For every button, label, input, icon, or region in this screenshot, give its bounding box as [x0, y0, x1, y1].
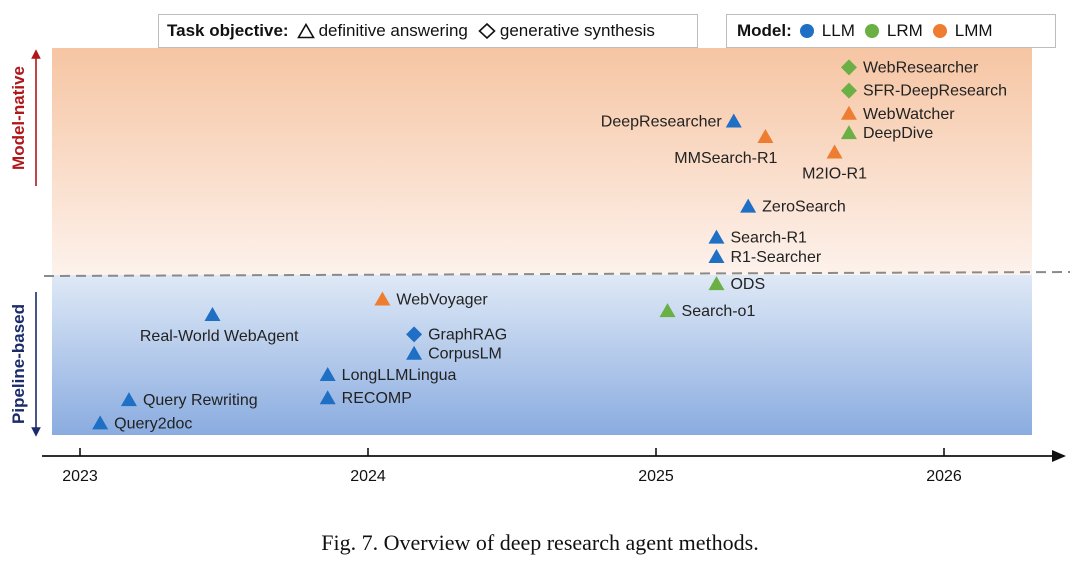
chart: Model-native Pipeline-based 2023 2024 2025… [9, 48, 1071, 485]
point-corpuslm [406, 345, 423, 360]
y-label-lower: Pipeline-based [9, 304, 28, 424]
divider-line [43, 271, 1071, 277]
legend-label-llm: LLM [821, 21, 855, 40]
lower-band [52, 275, 1032, 435]
point-label-deepdive: DeepDive [863, 125, 933, 142]
point-webwatcher [840, 105, 857, 120]
point-zerosearch [740, 198, 757, 213]
point-label-zerosearch: ZeroSearch [762, 199, 846, 216]
point-label-webresearcher: WebResearcher [863, 59, 979, 76]
legend-label-lrm: LRM [886, 21, 923, 40]
point-label-real-world-webagent: Real-World WebAgent [140, 328, 299, 345]
point-label-webwatcher: WebWatcher [863, 106, 955, 123]
point-label-webvoyager: WebVoyager [396, 292, 488, 309]
point-label-corpuslm: CorpusLM [428, 346, 502, 363]
x-axis-arrowhead [1052, 450, 1066, 462]
point-label-ods: ODS [730, 276, 765, 293]
x-tick-label-2026: 2026 [926, 468, 962, 485]
point-label-recomp: RECOMP [342, 390, 412, 407]
point-ods [708, 276, 725, 291]
lrm-dot-icon [864, 24, 879, 38]
lmm-dot-icon [932, 24, 947, 38]
point-graphrag [406, 326, 423, 343]
point-search-r1 [708, 229, 725, 244]
legend-label-lmm: LMM [954, 21, 993, 40]
legend-item-lrm: LRM [864, 21, 923, 41]
model-legend: Model: LLM LRM LMM [726, 14, 1056, 48]
point-mmsearch-r1 [757, 129, 774, 144]
llm-dot-icon [799, 24, 814, 38]
point-label-search-o1: Search-o1 [682, 303, 756, 320]
point-real-world-webagent [204, 307, 221, 322]
point-label-query2doc: Query2doc [114, 415, 192, 432]
legend-label-diamond: generative synthesis [499, 21, 655, 40]
upper-band [52, 48, 1032, 275]
point-longllmlingua [319, 367, 336, 382]
point-deepresearcher [725, 113, 742, 128]
legend-item-lmm: LMM [932, 21, 993, 41]
legend-label-triangle: definitive answering [318, 21, 468, 40]
x-tick-label-2023: 2023 [62, 468, 98, 485]
point-label-query-rewriting: Query Rewriting [143, 392, 258, 409]
point-recomp [319, 390, 336, 405]
task-objective-legend: Task objective: definitive answering gen… [158, 14, 698, 48]
point-query-rewriting [120, 392, 137, 407]
point-search-o1 [659, 303, 676, 318]
triangle-outline-icon [296, 23, 315, 39]
point-sfr-deepresearch [840, 82, 857, 99]
point-query2doc [92, 415, 109, 430]
figure-caption: Fig. 7. Overview of deep research agent … [321, 530, 759, 555]
model-legend-title: Model: [737, 21, 792, 40]
x-tick-label-2024: 2024 [350, 468, 386, 485]
point-webvoyager [374, 291, 391, 306]
point-label-graphrag: GraphRAG [428, 326, 507, 343]
diamond-outline-icon [478, 23, 496, 39]
point-label-r1-searcher: R1-Searcher [730, 249, 821, 266]
point-r1-searcher [708, 248, 725, 263]
y-label-upper: Model-native [9, 66, 28, 170]
point-label-m2io-r1: M2IO-R1 [802, 165, 867, 182]
point-m2io-r1 [826, 144, 843, 159]
legend-item-diamond: generative synthesis [478, 21, 655, 41]
point-label-sfr-deepresearch: SFR-DeepResearch [863, 83, 1007, 100]
point-label-deepresearcher: DeepResearcher [601, 114, 723, 131]
legend-item-triangle: definitive answering [296, 21, 468, 41]
task-legend-title: Task objective: [167, 21, 289, 40]
x-tick-label-2025: 2025 [638, 468, 674, 485]
point-label-longllmlingua: LongLLMLingua [342, 367, 457, 384]
legend-item-llm: LLM [799, 21, 855, 41]
point-label-mmsearch-r1: MMSearch-R1 [674, 150, 777, 167]
point-deepdive [840, 125, 857, 140]
point-label-search-r1: Search-R1 [730, 230, 807, 247]
point-webresearcher [840, 59, 857, 76]
